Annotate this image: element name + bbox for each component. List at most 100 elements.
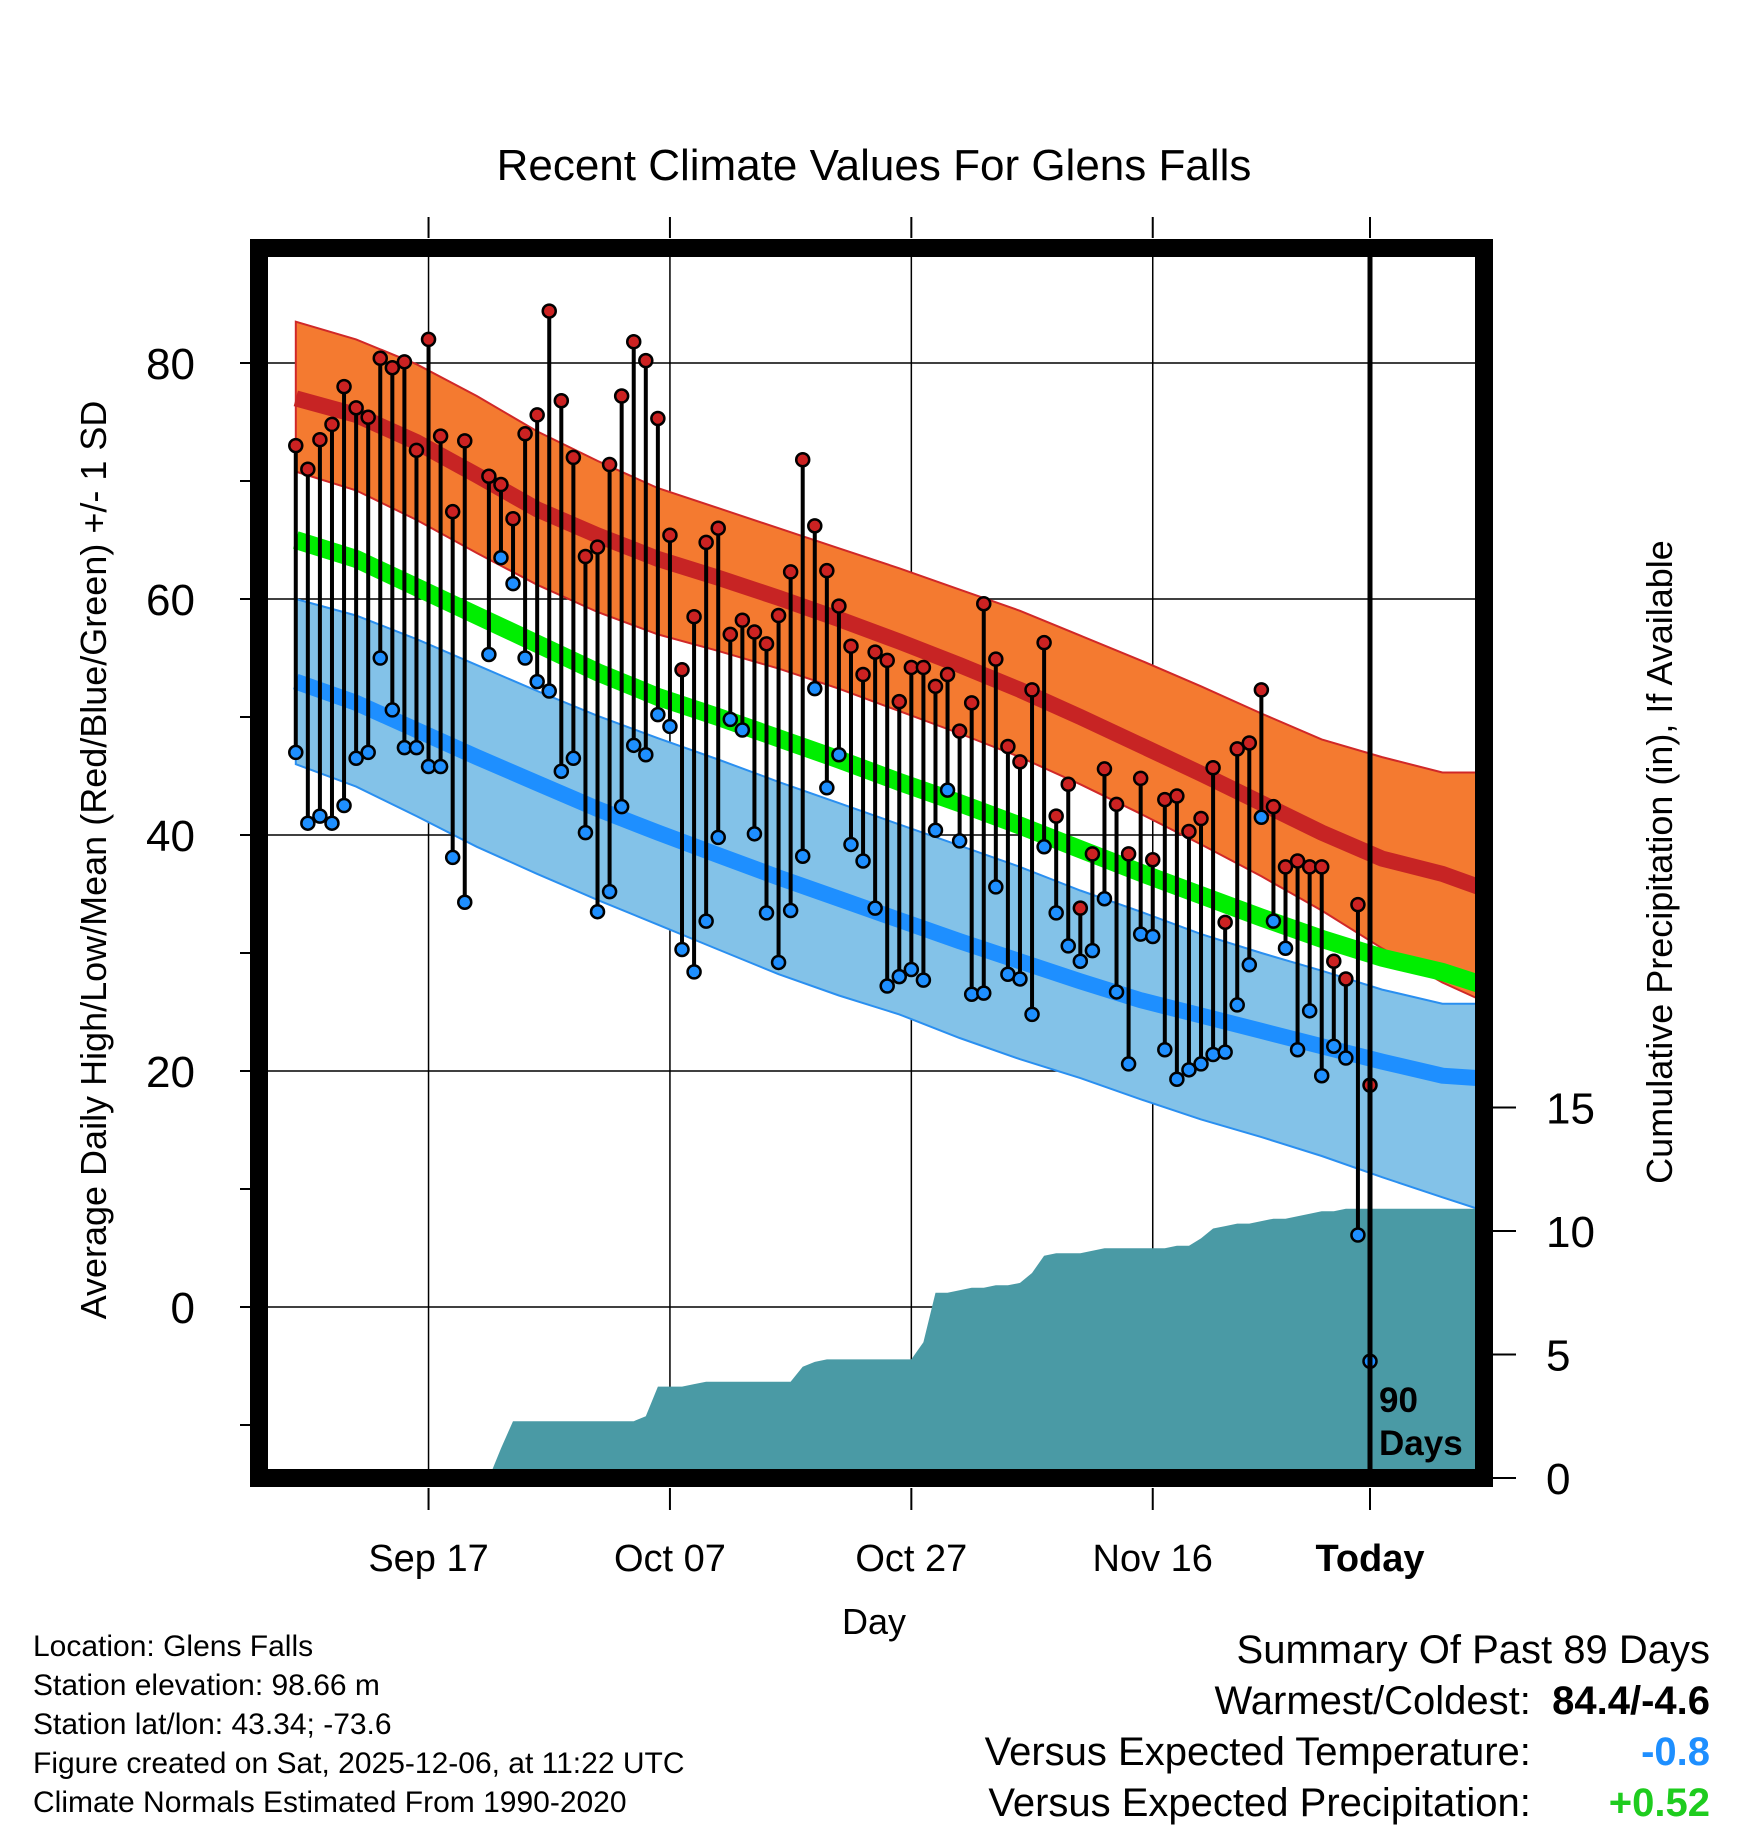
low-point	[843, 836, 859, 853]
low-point	[1338, 1050, 1354, 1066]
high-point	[927, 678, 944, 695]
high-point	[831, 598, 847, 614]
low-point	[1024, 1006, 1040, 1023]
low-point	[1181, 1062, 1197, 1078]
high-point	[1060, 776, 1076, 793]
normals-text: Climate Normals Estimated From 1990-2020	[33, 1786, 627, 1819]
low-point	[662, 718, 678, 735]
low-point	[493, 549, 509, 566]
low-point	[553, 763, 570, 780]
low-point	[505, 575, 521, 592]
low-point	[807, 680, 823, 697]
low-point	[879, 978, 895, 994]
low-point	[481, 646, 497, 663]
high-point	[891, 693, 908, 710]
low-point	[819, 780, 835, 796]
high-point	[650, 410, 666, 427]
low-point	[1326, 1038, 1342, 1054]
low-point	[432, 758, 449, 775]
low-point	[372, 650, 389, 666]
low-point	[625, 737, 642, 754]
x-axis-label: Day	[842, 1601, 906, 1642]
high-point	[1313, 859, 1330, 875]
warmest-label: Warmest/Coldest:	[1214, 1679, 1531, 1723]
low-point	[903, 961, 920, 978]
low-point	[831, 747, 847, 763]
precip-row: Versus Expected Precipitation: +0.52	[985, 1778, 1710, 1829]
x-tick-label: Oct 07	[614, 1538, 726, 1580]
y2-tick-label: 5	[1546, 1332, 1570, 1381]
station-info: Location: Glens Falls Station elevation:…	[33, 1627, 685, 1822]
chart-title: Recent Climate Values For Glens Falls	[497, 141, 1252, 190]
y-tick-label: 20	[146, 1048, 195, 1097]
low-point	[951, 833, 968, 849]
high-point	[819, 562, 835, 579]
y-axis-label: Average Daily High/Low/Mean (Red/Blue/Gr…	[73, 401, 114, 1320]
low-point	[1313, 1067, 1330, 1084]
precip-label: Versus Expected Precipitation:	[988, 1781, 1531, 1825]
temp-label: Versus Expected Temperature:	[984, 1730, 1531, 1774]
low-point	[710, 829, 726, 846]
high-point	[1205, 759, 1221, 776]
low-point	[300, 815, 316, 831]
y2-tick-label: 15	[1546, 1085, 1595, 1134]
low-point	[1132, 926, 1149, 942]
high-point	[384, 359, 401, 376]
low-point	[613, 798, 630, 815]
low-point	[1096, 890, 1113, 907]
high-point	[288, 437, 304, 454]
low-point	[1169, 1071, 1185, 1088]
x-tick-label: Sep 17	[368, 1538, 488, 1580]
high-point	[1169, 788, 1185, 804]
low-point	[1108, 984, 1125, 1000]
low-point	[1157, 1042, 1173, 1058]
low-point	[1084, 942, 1101, 959]
high-point	[1277, 859, 1294, 875]
high-point	[1326, 953, 1342, 970]
high-point	[1048, 808, 1064, 824]
high-point	[1193, 810, 1209, 827]
warmest-value: 84.4/-4.6	[1552, 1679, 1710, 1723]
high-point	[879, 652, 895, 669]
low-point	[517, 650, 533, 666]
y-tick-label: 80	[146, 340, 195, 389]
high-point	[601, 456, 618, 473]
high-point	[1084, 846, 1101, 862]
low-point	[324, 815, 340, 831]
low-point	[674, 941, 690, 958]
x-tick-label: Nov 16	[1093, 1538, 1213, 1580]
low-point	[650, 706, 666, 723]
low-point	[939, 782, 956, 798]
high-point	[758, 636, 775, 652]
high-point	[300, 461, 316, 477]
low-point	[758, 905, 775, 921]
low-point	[1265, 913, 1282, 929]
high-point	[722, 626, 739, 643]
high-point	[976, 595, 992, 612]
high-point	[481, 468, 497, 485]
low-point	[541, 683, 557, 699]
high-point	[674, 662, 690, 678]
low-point	[288, 744, 304, 761]
daily-range-bars: 90 Days	[288, 248, 1463, 1478]
low-point	[915, 972, 932, 988]
low-point	[867, 900, 883, 916]
high-point	[408, 442, 425, 459]
high-point	[638, 352, 654, 369]
high-point	[541, 303, 557, 319]
high-point	[553, 393, 570, 409]
low-point	[686, 964, 702, 980]
high-point	[1289, 853, 1306, 869]
low-point	[976, 985, 992, 1001]
low-point	[891, 968, 908, 985]
high-point	[794, 452, 811, 468]
low-point	[529, 673, 545, 690]
precipitation-area	[295, 1208, 1479, 1478]
low-point	[1036, 839, 1052, 855]
y2-tick-label: 10	[1546, 1208, 1595, 1257]
low-point	[1048, 905, 1064, 921]
high-point	[1096, 761, 1113, 777]
low-point	[1072, 953, 1089, 970]
low-point	[1289, 1042, 1306, 1058]
temp-row: Versus Expected Temperature: -0.8	[985, 1727, 1710, 1778]
